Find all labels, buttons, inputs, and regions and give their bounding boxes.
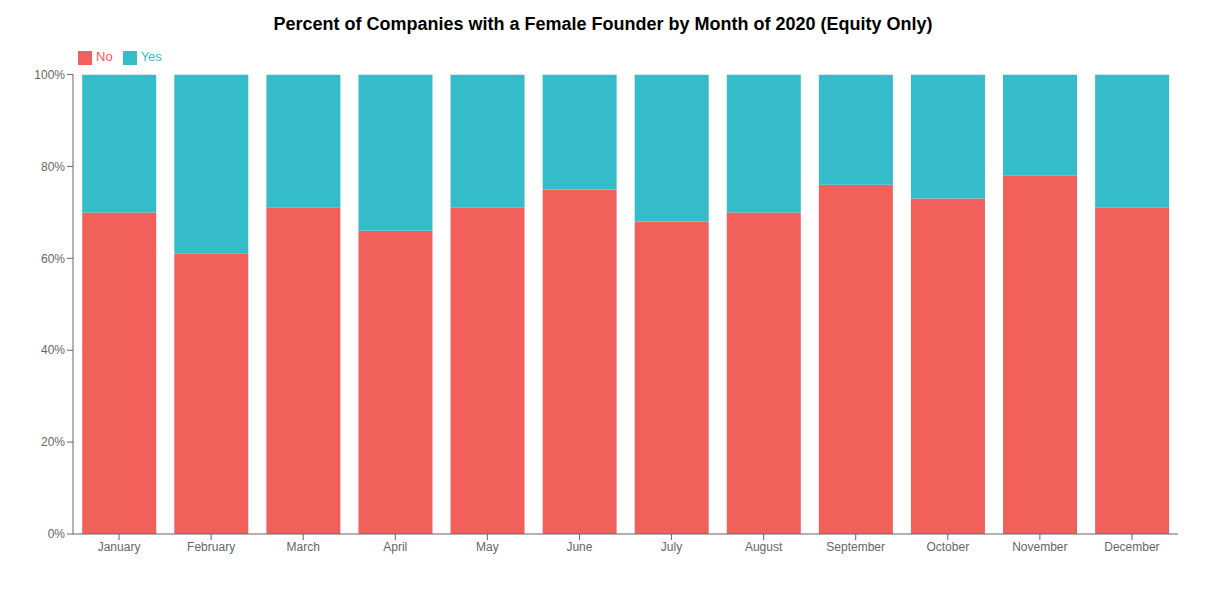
- svg-text:40%: 40%: [41, 343, 65, 357]
- svg-text:October: October: [926, 540, 969, 554]
- svg-text:March: March: [287, 540, 320, 554]
- svg-text:June: June: [566, 540, 592, 554]
- svg-text:20%: 20%: [41, 435, 65, 449]
- svg-text:November: November: [1012, 540, 1067, 554]
- svg-text:0%: 0%: [48, 527, 66, 541]
- svg-text:60%: 60%: [41, 252, 65, 266]
- svg-text:April: April: [383, 540, 407, 554]
- svg-text:August: August: [745, 540, 783, 554]
- svg-text:January: January: [98, 540, 141, 554]
- svg-text:July: July: [661, 540, 682, 554]
- svg-text:80%: 80%: [41, 160, 65, 174]
- html-text:Yes: Yes: [140, 49, 162, 64]
- svg-text:May: May: [476, 540, 499, 554]
- svg-text:100%: 100%: [34, 68, 65, 82]
- svg-text:February: February: [187, 540, 235, 554]
- svg-text:December: December: [1104, 540, 1159, 554]
- svg-text:September: September: [826, 540, 885, 554]
- html-text:No: No: [96, 49, 113, 64]
- html-text:Percent of Companies with a Fe: Percent of Companies with a Female Found…: [273, 14, 933, 34]
